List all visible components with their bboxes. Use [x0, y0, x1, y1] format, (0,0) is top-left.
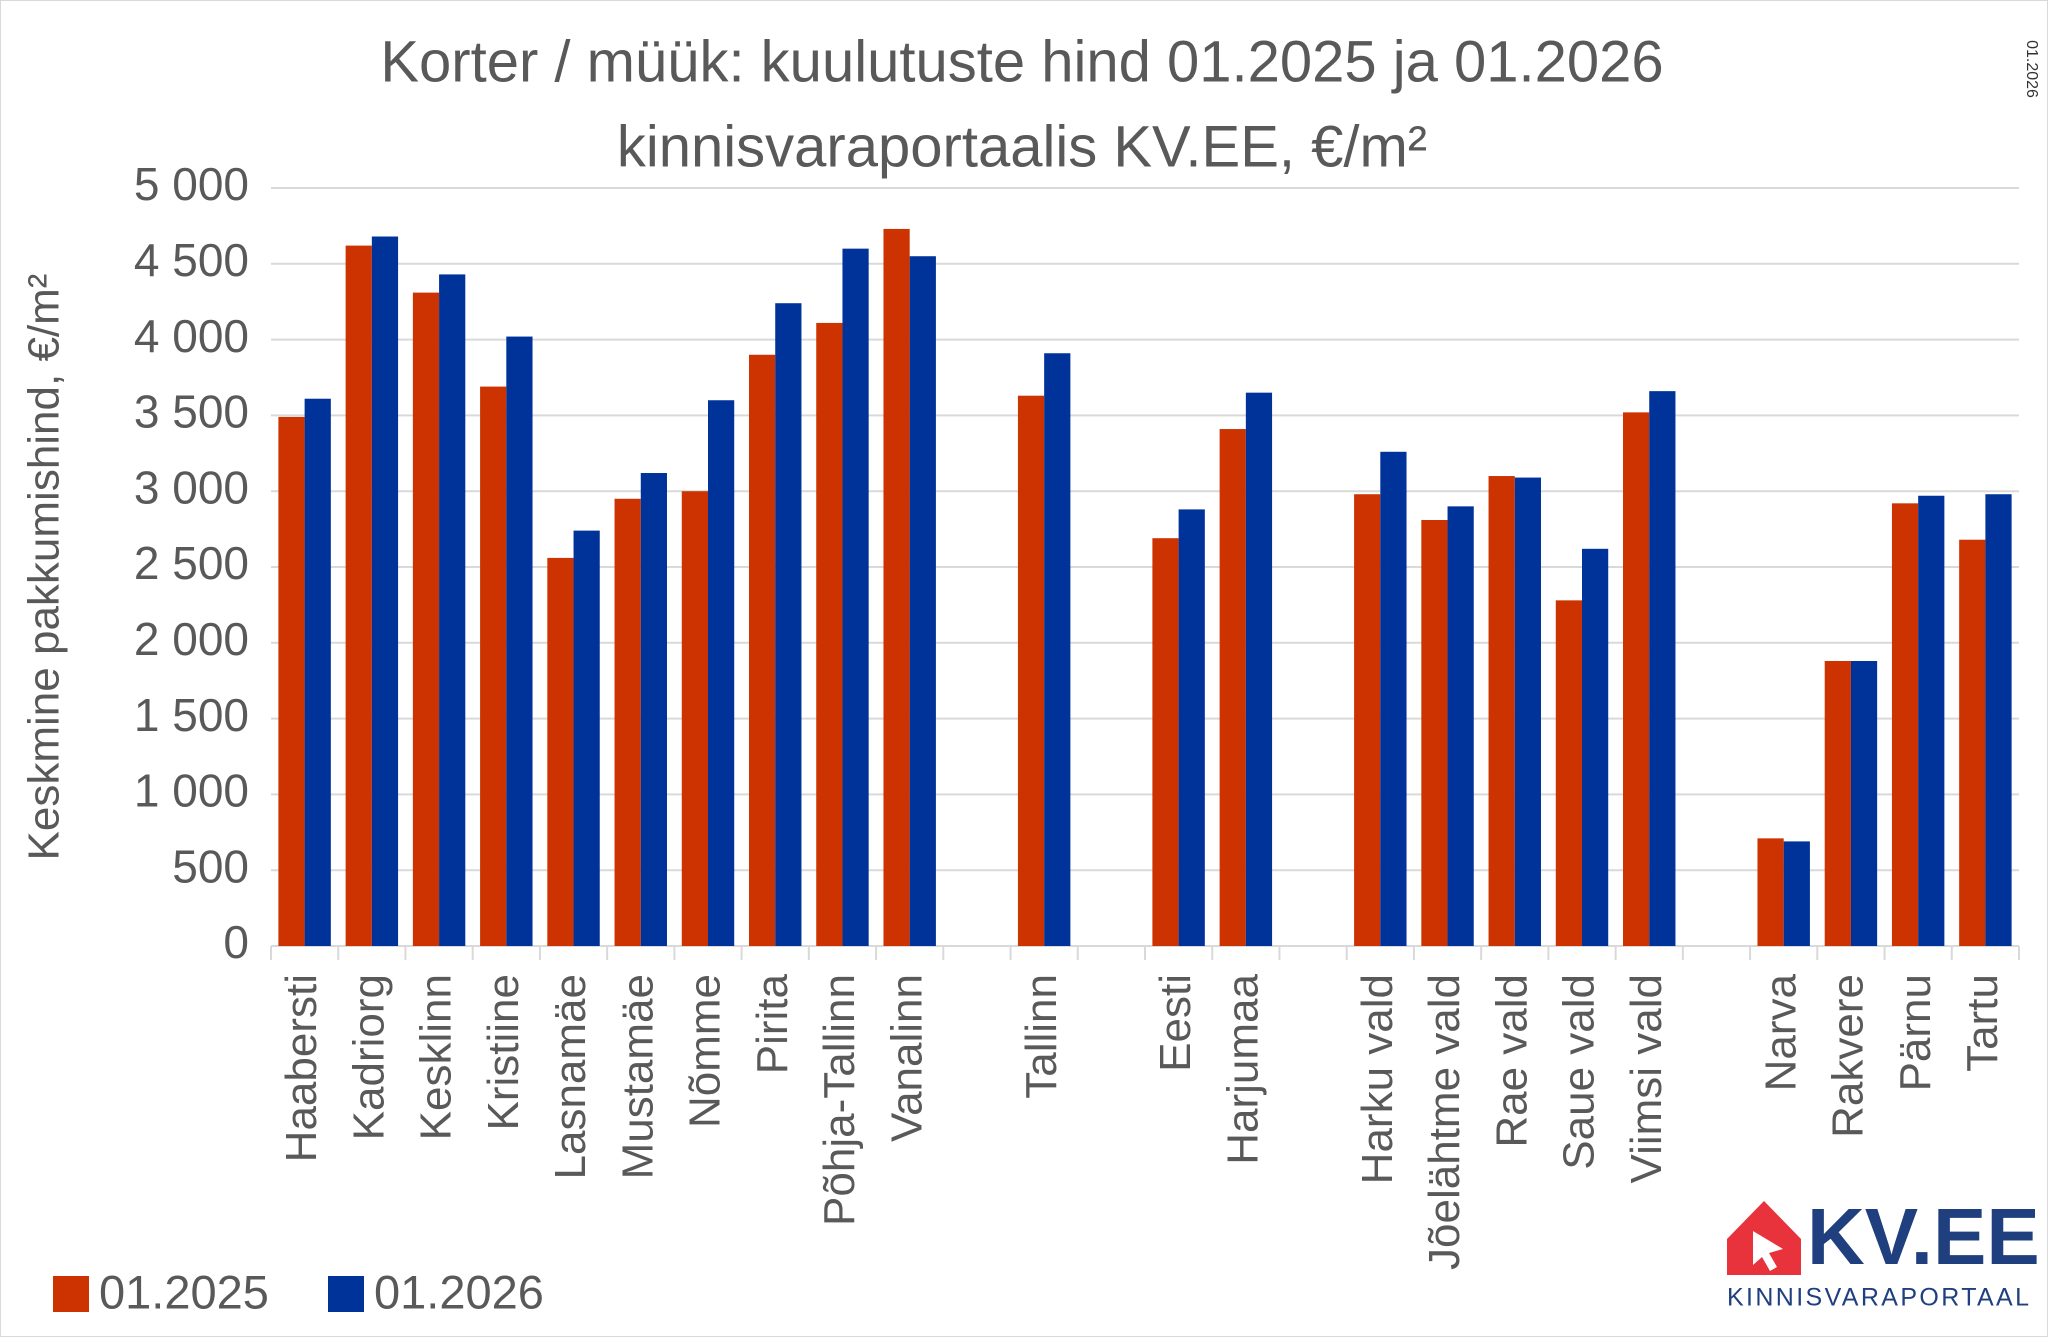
x-tick-label: Lasnamäe	[546, 974, 595, 1179]
bar	[1891, 503, 1919, 946]
bar	[506, 336, 533, 946]
chart-title: Korter / müük: kuulutuste hind 01.2025 j…	[380, 29, 1663, 94]
bar	[1918, 495, 1945, 946]
bar	[371, 236, 399, 947]
bar	[681, 491, 708, 946]
x-tick-label: Kadriorg	[344, 974, 393, 1140]
chart-subtitle: kinnisvaraportaalis KV.EE, €/m²	[617, 114, 1427, 179]
bar	[749, 354, 776, 946]
x-tick-label: Narva	[1756, 973, 1805, 1091]
y-tick-label: 5 000	[134, 158, 249, 210]
bar	[640, 473, 667, 946]
y-tick-label: 4 000	[134, 310, 249, 362]
bar	[1380, 451, 1407, 946]
x-tick-label: Harjumaa	[1218, 973, 1267, 1164]
x-tick-label: Tartu	[1958, 974, 2007, 1072]
x-tick-label: Jõelähtme vald	[1420, 974, 1469, 1270]
bar	[708, 400, 735, 946]
x-tick-label: Pirita	[748, 973, 797, 1074]
bar	[439, 274, 466, 946]
x-tick-label: Nõmme	[681, 974, 730, 1128]
bar	[1421, 520, 1448, 946]
x-tick-label: Eesti	[1151, 974, 1200, 1072]
bar	[1582, 548, 1609, 946]
y-tick-label: 1 000	[134, 765, 249, 817]
y-tick-label: 1 500	[134, 689, 249, 741]
bar	[1985, 494, 2012, 946]
y-tick-label: 2 500	[134, 537, 249, 589]
y-axis-title: Keskmine pakkumishind, €/m²	[20, 274, 69, 861]
x-tick-label: Vanalinn	[882, 974, 931, 1142]
bar	[1245, 392, 1273, 946]
bar	[842, 248, 869, 946]
bar	[480, 386, 507, 946]
x-tick-label: Rakvere	[1824, 974, 1873, 1138]
bar	[1514, 477, 1541, 946]
bar	[1623, 412, 1650, 946]
logo-cursor	[1753, 1231, 1783, 1271]
x-tick-label: Viimsi vald	[1622, 974, 1671, 1183]
logo: KV.EE KINNISVARAPORTAAL	[1727, 1192, 2040, 1312]
bar	[1757, 838, 1784, 946]
bar	[1178, 509, 1205, 946]
x-tick-label: Pärnu	[1891, 974, 1940, 1091]
y-tick-label: 0	[223, 916, 249, 968]
legend-label: 01.2026	[374, 1265, 544, 1318]
legend-swatch	[53, 1276, 89, 1312]
bar	[304, 398, 331, 946]
bar	[573, 530, 600, 946]
legend-swatch	[328, 1276, 364, 1312]
bar	[1354, 494, 1381, 946]
x-tick-label: Harku vald	[1353, 974, 1402, 1184]
bar	[1017, 395, 1045, 946]
bar	[816, 322, 843, 946]
y-tick-label: 3 500	[134, 386, 249, 438]
x-tick-label: Haabersti	[277, 974, 326, 1162]
bar	[1959, 539, 1986, 946]
bar	[278, 416, 305, 946]
bar	[1850, 660, 1878, 946]
date-note: 01.2026	[2023, 40, 2040, 98]
bar	[1152, 538, 1179, 946]
bar	[614, 498, 641, 946]
bar	[1044, 353, 1071, 946]
bar	[909, 256, 936, 947]
y-tick-label: 2 000	[134, 613, 249, 665]
bar	[1555, 600, 1582, 946]
bar	[883, 228, 910, 946]
x-tick-label: Tallinn	[1017, 974, 1066, 1099]
legend-label: 01.2025	[99, 1265, 269, 1318]
x-tick-label: Kristiine	[479, 974, 528, 1131]
bar	[775, 303, 802, 946]
bar	[1649, 391, 1676, 946]
y-tick-label: 4 500	[134, 234, 249, 286]
x-tick-label: Põhja-Tallinn	[815, 974, 864, 1226]
bar	[345, 245, 372, 946]
bar	[412, 292, 440, 946]
logo-brand: KV.EE	[1807, 1192, 2040, 1281]
bar	[1447, 506, 1474, 946]
bar	[1219, 429, 1246, 946]
bar	[1824, 660, 1851, 946]
x-tick-label: Mustamäe	[613, 974, 662, 1179]
x-tick-label: Kesklinn	[412, 974, 461, 1140]
y-tick-label: 3 000	[134, 461, 249, 513]
y-tick-label: 500	[172, 840, 249, 892]
bar	[1783, 841, 1810, 946]
bar	[1488, 476, 1515, 946]
x-tick-label: Rae vald	[1487, 974, 1536, 1148]
bar	[547, 557, 574, 946]
logo-tagline: KINNISVARAPORTAAL	[1727, 1284, 2029, 1312]
x-tick-label: Saue vald	[1555, 974, 1604, 1170]
